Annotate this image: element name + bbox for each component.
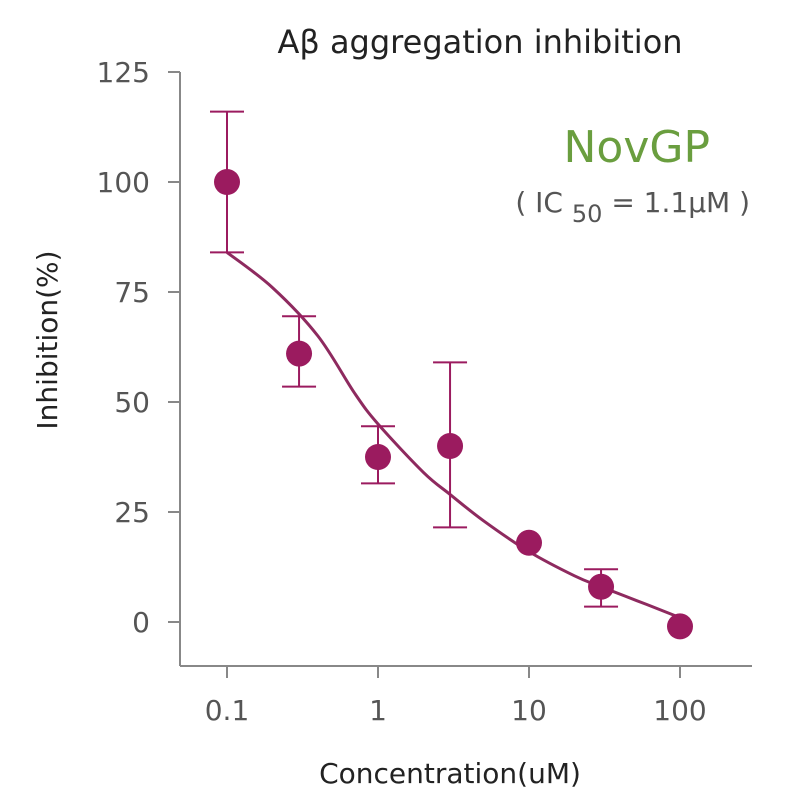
- x-axis-label: Concentration(uM): [319, 757, 581, 790]
- ic50-subscript: 50: [572, 200, 603, 228]
- ic50-annotation: ( IC 50 = 1.1μM ): [515, 186, 750, 229]
- ic50-prefix: ( IC: [515, 186, 563, 219]
- x-tick-label: 0.1: [205, 694, 250, 727]
- x-tick-label: 100: [653, 694, 706, 727]
- data-point: [667, 613, 693, 640]
- data-point: [365, 444, 391, 470]
- data-point: [516, 529, 542, 556]
- y-tick-label: 100: [97, 166, 150, 199]
- y-tick-label: 25: [114, 496, 150, 529]
- y-tick-label: 125: [97, 56, 150, 89]
- chart-title: Aβ aggregation inhibition: [277, 23, 682, 61]
- data-point: [437, 433, 464, 459]
- data-point: [214, 169, 240, 195]
- x-tick-label: 10: [511, 694, 547, 727]
- plot-area: 0 25 50 75 100 125 0.1 1 10 100: [97, 56, 752, 727]
- series-label: NovGP: [563, 122, 710, 173]
- y-tick-label: 50: [114, 386, 150, 419]
- y-axis-label: Inhibition(%): [31, 250, 64, 429]
- data-point: [286, 340, 313, 367]
- y-tick-label: 75: [114, 276, 150, 309]
- y-tick-label: 0: [132, 606, 150, 639]
- data-point: [588, 573, 615, 600]
- ic50-suffix: = 1.1μM ): [611, 186, 750, 219]
- x-tick-label: 1: [369, 694, 387, 727]
